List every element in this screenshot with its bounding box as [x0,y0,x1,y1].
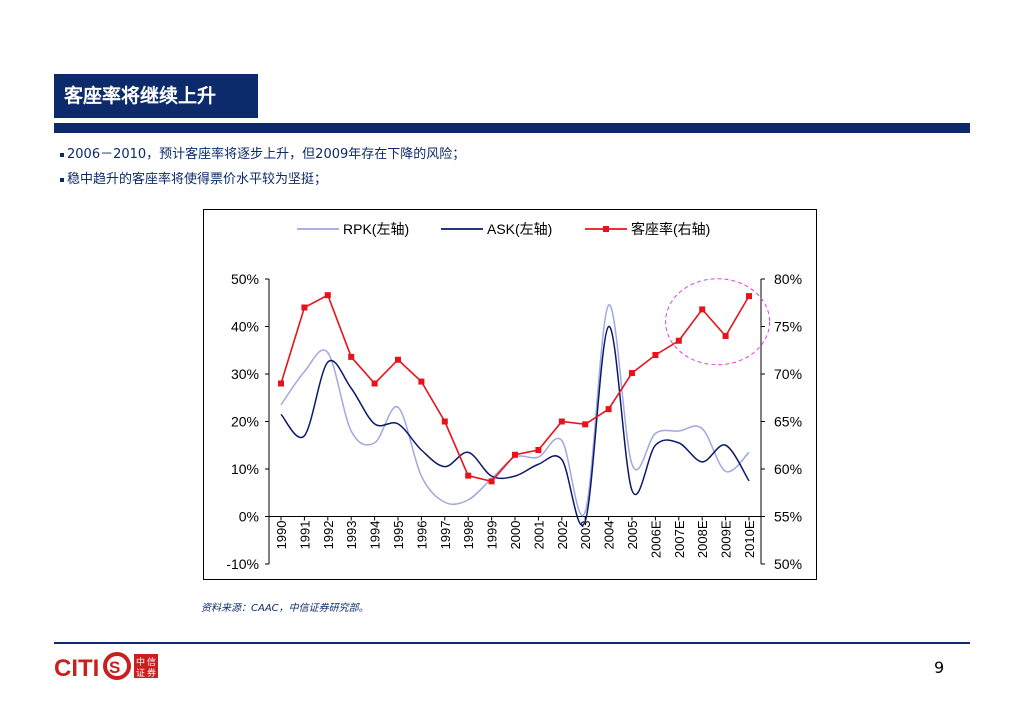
logo-ring [103,652,131,680]
citics-logo: CITI S 中 信 证 券 [54,652,158,682]
x-tick-label: 1997 [438,521,453,550]
left-tick-label: 40% [231,319,259,335]
data-point-load-factor [465,472,472,479]
x-tick-label: 1993 [344,521,359,550]
data-point-load-factor [629,370,635,377]
logo-badge [134,654,158,678]
logo-s: S [109,658,120,677]
x-tick-label: 2002 [555,521,570,550]
left-tick-label: -10% [226,556,259,572]
data-point-load-factor [558,418,565,425]
x-tick-label: 2005 [625,521,640,550]
data-point-load-factor [395,356,401,363]
x-tick-label: 1991 [297,521,312,550]
data-point-load-factor [512,451,518,458]
series-line-ask [280,325,750,526]
x-tick-label: 2004 [602,521,617,550]
x-tick-label: 1996 [414,521,429,550]
data-point-load-factor [301,304,308,311]
x-tick-label: 2001 [531,521,546,550]
legend-label: RPK(左轴) [343,221,409,237]
page-number: 9 [934,658,945,677]
data-point-load-factor [605,406,612,413]
bullet-square-icon [60,177,64,182]
right-tick-label: 75% [774,319,802,335]
x-tick-label: 2000 [508,521,523,550]
data-point-load-factor [746,293,752,300]
x-tick-label: 1994 [368,521,383,550]
data-point-load-factor [371,380,378,387]
logo-badge-char: 券 [147,667,156,679]
x-tick-label: 2007E [672,520,687,558]
data-point-load-factor [488,478,495,485]
x-tick-label: 2010E [742,520,757,558]
bullet-item: 2006－2010，预计客座率将逐步上升，但2009年存在下降的风险； [60,145,465,170]
x-tick-label: 2003 [578,521,593,550]
legend-marker [603,226,609,232]
legend-label: 客座率(右轴) [631,221,710,237]
left-tick-label: 50% [231,271,259,287]
x-tick-label: 1999 [485,521,500,550]
data-point-load-factor [348,353,355,360]
right-tick-label: 80% [774,271,802,287]
data-point-load-factor [535,447,542,453]
right-tick-label: 50% [774,556,802,572]
data-point-load-factor [699,306,706,313]
x-tick-label: 2009E [719,520,734,558]
logo-badge-char: 中 [136,656,145,668]
left-tick-label: 20% [231,414,259,430]
line-chart: 50% 40% 30% 20% 10% 0% -10% 80% 75% 70% 65% 60% 55% 5… [226,221,802,572]
data-point-load-factor [324,292,331,299]
slide-title: 客座率将继续上升 [54,74,258,118]
data-point-load-factor [278,380,284,387]
series-line-rpk [280,304,750,517]
logo-badge-char: 信 [147,656,156,668]
data-point-load-factor [722,333,729,339]
logo-badge-char: 证 [136,668,145,679]
data-point-load-factor [675,337,682,344]
highlight-ellipse [665,278,771,366]
right-tick-label: 65% [774,414,802,430]
data-point-load-factor [652,352,659,358]
x-tick-label: 1990 [274,521,289,550]
title-divider [54,123,970,133]
data-point-load-factor [418,378,425,385]
logo-text: CITI [54,655,99,682]
x-tick-label: 2006E [648,520,663,558]
data-point-load-factor [582,421,589,428]
footer-divider [54,642,970,644]
data-point-load-factor [441,418,448,425]
left-tick-label: 30% [231,366,259,382]
bullet-text: 2006－2010，预计客座率将逐步上升，但2009年存在下降的风险； [67,147,466,162]
left-tick-label: 0% [239,509,259,525]
x-tick-label: 1998 [461,521,476,550]
bullet-list: 2006－2010，预计客座率将逐步上升，但2009年存在下降的风险； 稳中趋升… [60,145,465,195]
chart-frame [203,209,817,580]
right-tick-label: 70% [774,366,802,382]
bullet-square-icon [60,152,64,157]
bullet-text: 稳中趋升的客座率将使得票价水平较为坚挺； [67,172,328,187]
x-tick-label: 2008E [695,520,710,558]
right-tick-label: 55% [774,509,802,525]
right-tick-label: 60% [774,461,802,477]
source-note: 资料来源：CAAC，中信证券研究部。 [201,603,369,614]
x-tick-label: 1992 [321,521,336,550]
bullet-item: 稳中趋升的客座率将使得票价水平较为坚挺； [60,170,465,195]
left-tick-label: 10% [231,461,259,477]
legend-label: ASK(左轴) [487,221,552,237]
x-tick-label: 1995 [391,521,406,550]
